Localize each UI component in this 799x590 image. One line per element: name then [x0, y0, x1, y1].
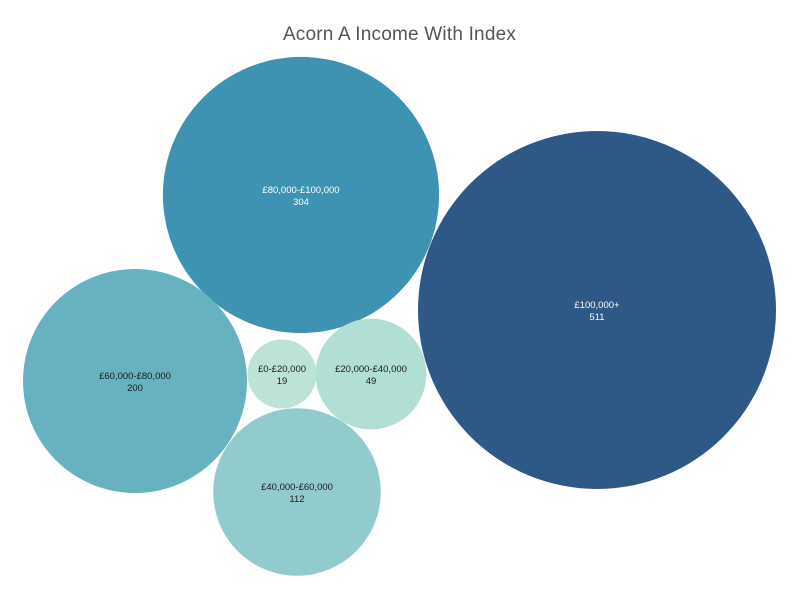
bubble-category-label: £80,000-£100,000 — [262, 185, 339, 196]
bubble-value-label: 200 — [127, 383, 143, 394]
bubble-circle[interactable] — [23, 269, 247, 493]
chart-title: Acorn A Income With Index — [282, 24, 517, 45]
bubble-category-label: £0-£20,000 — [258, 364, 306, 375]
bubble-category-label: £40,000-£60,000 — [261, 482, 333, 493]
bubble-circle[interactable] — [162, 56, 440, 334]
bubble-category-label: £100,000+ — [574, 300, 620, 311]
bubble-category-label: £60,000-£80,000 — [99, 371, 171, 382]
bubble-value-label: 19 — [277, 376, 288, 387]
bubble-value-label: 511 — [589, 312, 604, 323]
bubble-value-label: 304 — [293, 197, 309, 208]
bubble-category-label: £20,000-£40,000 — [335, 364, 407, 375]
bubble-value-label: 49 — [366, 376, 377, 387]
bubble-circle[interactable] — [418, 131, 776, 489]
bubble-value-label: 112 — [289, 494, 304, 505]
bubble-100-000[interactable]: £100,000+511 — [418, 131, 776, 489]
bubble-circle[interactable] — [213, 408, 381, 576]
bubble-circle[interactable] — [247, 339, 317, 409]
bubble-circle[interactable] — [315, 318, 427, 430]
